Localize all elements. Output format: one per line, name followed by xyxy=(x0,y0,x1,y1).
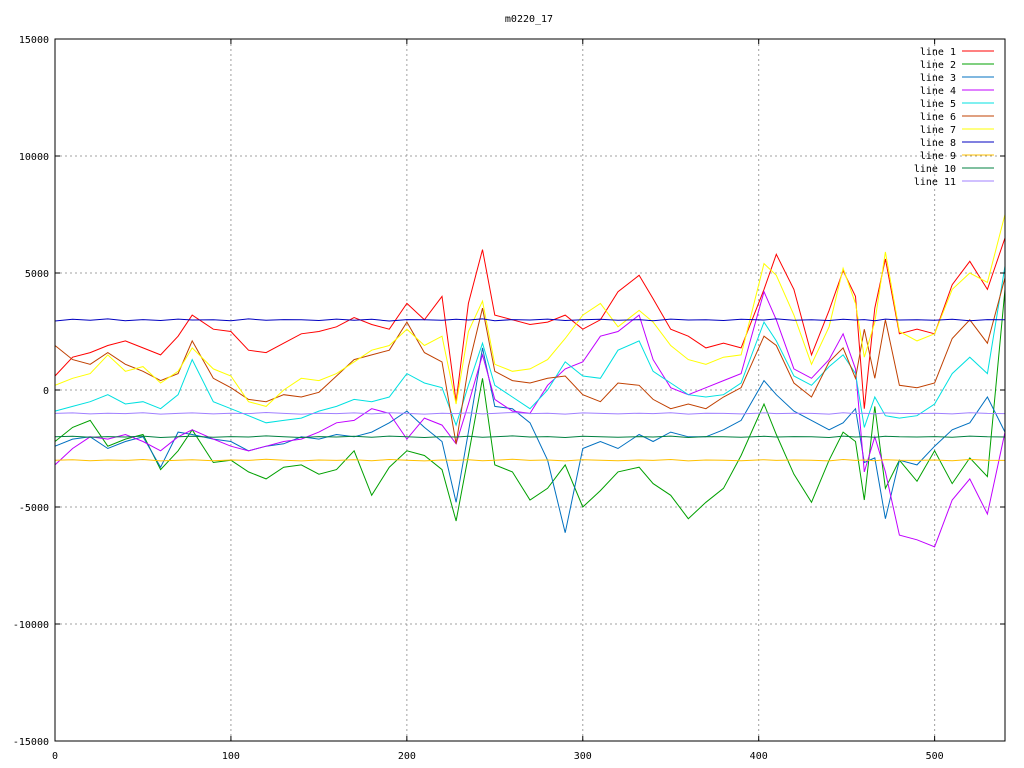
series-lines xyxy=(54,214,1006,548)
x-tick-label: 300 xyxy=(574,751,592,762)
series-line-3 xyxy=(54,347,1006,533)
x-tick-label: 200 xyxy=(398,751,416,762)
legend-label: line 3 xyxy=(920,73,956,84)
x-tick-label: 100 xyxy=(222,751,240,762)
series-line-11 xyxy=(54,411,1006,415)
x-tick-label: 400 xyxy=(750,751,768,762)
grid-lines xyxy=(55,39,1005,741)
legend-label: line 5 xyxy=(920,99,956,110)
legend-label: line 1 xyxy=(920,47,956,58)
legend-label: line 2 xyxy=(920,60,956,71)
y-tick-label: 5000 xyxy=(25,269,49,280)
legend: line 1 line 2 line 3 line 4 line 5 line 6 line… xyxy=(914,47,994,188)
legend-label: line 11 xyxy=(914,177,956,188)
series-line-8 xyxy=(54,318,1006,322)
x-tick-label: 0 xyxy=(52,751,58,762)
y-tick-label: 10000 xyxy=(19,152,49,163)
legend-label: line 10 xyxy=(914,164,956,175)
chart-title: m0220_17 xyxy=(505,14,553,25)
y-tick-label: -15000 xyxy=(13,737,49,748)
axis-ticks: 0 100 200 300 400 500 -15000 -10000 -5000 0 5000 10… xyxy=(13,35,1005,762)
y-tick-label: 0 xyxy=(43,386,49,397)
series-line-2 xyxy=(54,289,1006,522)
x-tick-label: 500 xyxy=(926,751,944,762)
legend-label: line 6 xyxy=(920,112,956,123)
legend-label: line 8 xyxy=(920,138,956,149)
series-line-6 xyxy=(54,277,1006,444)
series-line-5 xyxy=(54,265,1006,428)
legend-label: line 7 xyxy=(920,125,956,136)
y-tick-label: 15000 xyxy=(19,35,49,46)
series-line-7 xyxy=(54,214,1006,407)
series-line-9 xyxy=(54,458,1006,462)
series-line-10 xyxy=(54,435,1006,439)
legend-label: line 9 xyxy=(920,151,956,162)
y-tick-label: -5000 xyxy=(19,503,49,514)
y-tick-label: -10000 xyxy=(13,620,49,631)
legend-label: line 4 xyxy=(920,86,956,97)
